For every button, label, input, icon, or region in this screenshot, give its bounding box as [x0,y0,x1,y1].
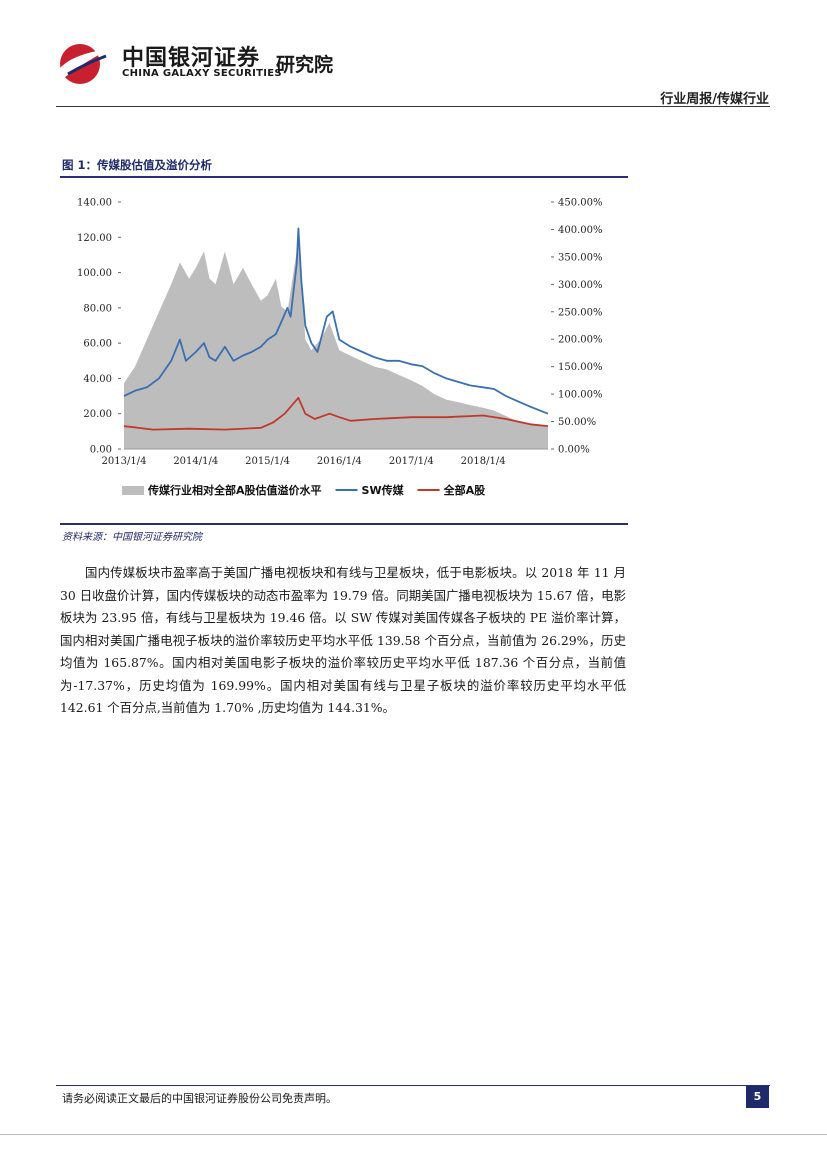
galaxy-logo-icon [60,44,110,84]
y-left-tick-label: 20.00 [83,409,112,420]
report-type: 行业周报/传媒行业 [660,92,769,107]
page-bottom-rule [0,1134,827,1135]
axis-layer: 0.00 20.00 40.00 60.00 80.00 100.00 120.00 140.… [77,198,603,468]
y-right-tick-label: 50.00% [558,417,596,428]
figure-top-rule [60,176,628,178]
x-tick-label: 2014/1/4 [173,456,218,467]
x-tick-label: 2016/1/4 [317,456,362,467]
x-tick-label: 2015/1/4 [245,456,290,467]
figure-bottom-rule [60,523,628,525]
x-tick-label: 2017/1/4 [389,456,434,467]
x-tick-label: 2013/1/4 [102,456,147,467]
series-line-layer [123,227,549,431]
y-left-tick-label: 40.00 [83,374,112,385]
y-left-tick-label: 0.00 [90,445,112,456]
institute-name: 研究院 [276,54,334,76]
y-left-tick-label: 120.00 [77,233,112,244]
legend: 传媒行业相对全部A股估值溢价水平 SW传媒 全部A股 [122,483,486,497]
legend-swatch-premium [122,486,144,495]
valuation-chart: 0.00 20.00 40.00 60.00 80.00 100.00 120.00 140.… [77,198,603,498]
y-right-tick-label: 350.00% [558,252,603,263]
figure-title: 图 1：传媒股估值及溢价分析 [62,158,213,172]
series-line-all-a [123,396,549,431]
y-right-tick-label: 250.00% [558,307,603,318]
y-right-tick-label: 400.00% [558,225,603,236]
legend-label: SW传媒 [362,483,405,497]
legend-label: 全部A股 [443,483,487,497]
logo-chinese-name: 中国银河证券 [122,46,261,71]
footer-divider [56,1085,770,1086]
series-line-sw-media [123,227,549,415]
y-right-tick-label: 150.00% [558,362,603,373]
y-right-tick-label: 0.00% [558,445,590,456]
y-right-tick-label: 300.00% [558,280,603,291]
header-divider [56,106,770,107]
y-right-tick-label: 450.00% [558,198,603,209]
y-left-tick-label: 100.00 [77,268,112,279]
premium-area-layer [124,240,548,449]
y-right-tick-label: 200.00% [558,335,603,346]
y-right-tick-label: 100.00% [558,390,603,401]
y-left-tick-label: 80.00 [83,303,112,314]
series-area-premium [124,240,548,449]
body-paragraph: 国内传媒板块市盈率高于美国广播电视板块和有线与卫星板块，低于电影板块。以 201… [60,565,626,715]
y-left-tick-label: 60.00 [83,339,112,350]
legend-label: 传媒行业相对全部A股估值溢价水平 [147,483,322,497]
footer-disclaimer: 请务必阅读正文最后的中国银河证券股份公司免责声明。 [62,1092,337,1105]
figure-source: 资料来源：中国银河证券研究院 [62,532,202,543]
y-left-tick-label: 140.00 [77,198,112,209]
logo-english-name: CHINA GALAXY SECURITIES [122,68,282,79]
page-number: 5 [746,1086,769,1108]
x-tick-label: 2018/1/4 [461,456,506,467]
